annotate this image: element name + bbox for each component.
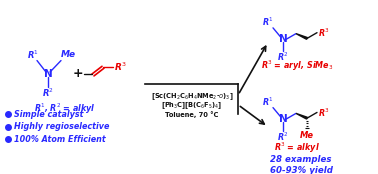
- Text: Toluene, 70 °C: Toluene, 70 °C: [165, 111, 219, 118]
- Text: R$^3$: R$^3$: [318, 26, 330, 39]
- Text: R$^2$: R$^2$: [42, 87, 54, 99]
- Text: N: N: [279, 34, 287, 44]
- Polygon shape: [296, 113, 307, 119]
- Text: 28 examples: 28 examples: [270, 155, 332, 164]
- Text: R$^3$: R$^3$: [318, 106, 330, 119]
- Text: N: N: [43, 69, 53, 79]
- Text: R$^3$ = alkyl: R$^3$ = alkyl: [274, 141, 320, 155]
- Text: R$^3$: R$^3$: [114, 61, 126, 73]
- Text: R$^1$: R$^1$: [262, 96, 274, 108]
- Text: N: N: [279, 114, 287, 124]
- Text: R$^1$: R$^1$: [262, 16, 274, 28]
- Text: Simple catalyst: Simple catalyst: [14, 110, 84, 119]
- Text: R$^1$: R$^1$: [27, 49, 39, 61]
- Text: [Ph$_3$C][B(C$_6$F$_5$)$_4$]: [Ph$_3$C][B(C$_6$F$_5$)$_4$]: [161, 100, 223, 111]
- Text: R$^2$: R$^2$: [277, 130, 289, 143]
- Text: R$^3$ = aryl, SiMe$_3$: R$^3$ = aryl, SiMe$_3$: [261, 59, 333, 73]
- Text: [Sc(CH$_2$C$_6$H$_4$NMe$_2$-$o$)$_3$]: [Sc(CH$_2$C$_6$H$_4$NMe$_2$-$o$)$_3$]: [151, 92, 233, 102]
- Text: +: +: [73, 68, 83, 81]
- Text: Me: Me: [60, 50, 76, 59]
- Text: 60-93% yield: 60-93% yield: [270, 166, 332, 174]
- Text: R$^2$: R$^2$: [277, 50, 289, 63]
- Text: 100% Atom Efficient: 100% Atom Efficient: [14, 135, 106, 144]
- Text: R$^1$, R$^2$ = alkyl: R$^1$, R$^2$ = alkyl: [34, 101, 96, 116]
- Polygon shape: [296, 34, 307, 39]
- Text: Highly regioselective: Highly regioselective: [14, 122, 109, 131]
- Text: Me: Me: [300, 131, 314, 140]
